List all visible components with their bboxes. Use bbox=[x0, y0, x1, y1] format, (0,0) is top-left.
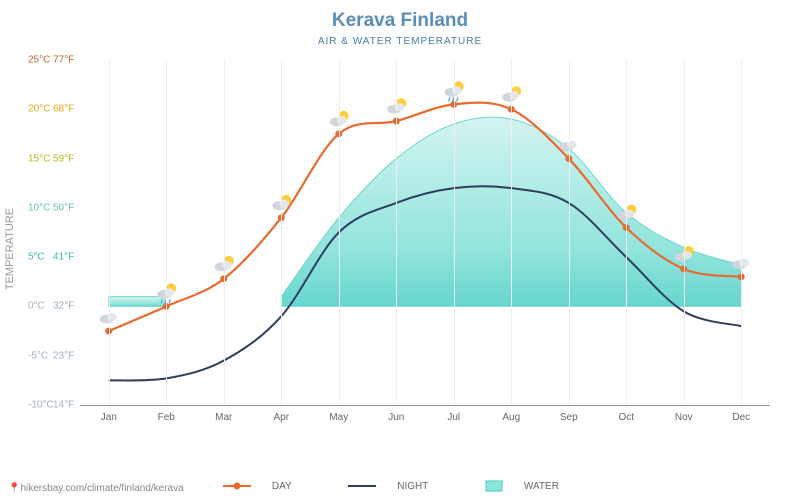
ytick-c: 0°C bbox=[28, 301, 45, 312]
ytick-f: 68°F bbox=[53, 104, 74, 115]
legend-night-icon bbox=[348, 481, 376, 491]
xtick: Aug bbox=[502, 412, 520, 423]
chart-container: TEMPERATURE 25°C77°F20°C68°F15°C59°F10°C… bbox=[0, 52, 800, 446]
legend-day: DAY bbox=[223, 481, 312, 492]
x-gridline bbox=[224, 60, 225, 405]
ytick-c: 10°C bbox=[28, 202, 50, 213]
source-text: hikersbay.com/climate/finland/kerava bbox=[20, 483, 183, 494]
ytick-c: 25°C bbox=[28, 55, 50, 66]
xtick: Nov bbox=[675, 412, 693, 423]
ytick-f: 23°F bbox=[53, 350, 74, 361]
xtick: Sep bbox=[560, 412, 578, 423]
x-gridline bbox=[454, 60, 455, 405]
xtick: Jul bbox=[447, 412, 460, 423]
water-area bbox=[109, 297, 167, 307]
ytick-c: 15°C bbox=[28, 153, 50, 164]
legend-day-icon bbox=[223, 481, 251, 491]
source-link[interactable]: 📍hikersbay.com/climate/finland/kerava bbox=[8, 483, 184, 494]
legend-water-label: WATER bbox=[524, 481, 559, 492]
ytick-f: 77°F bbox=[53, 55, 74, 66]
ytick-f: 41°F bbox=[53, 252, 74, 263]
x-gridline bbox=[339, 60, 340, 405]
x-gridline bbox=[109, 60, 110, 405]
xtick: Dec bbox=[732, 412, 750, 423]
xtick: Apr bbox=[273, 412, 289, 423]
page-subtitle: AIR & WATER TEMPERATURE bbox=[0, 32, 800, 47]
x-gridline bbox=[741, 60, 742, 405]
y-axis-title: TEMPERATURE bbox=[4, 208, 16, 290]
ytick-f: 14°F bbox=[53, 400, 74, 411]
legend-night: NIGHT bbox=[348, 481, 449, 492]
x-gridline bbox=[281, 60, 282, 405]
ytick-f: 50°F bbox=[53, 202, 74, 213]
xtick: Jun bbox=[388, 412, 404, 423]
x-gridline bbox=[166, 60, 167, 405]
x-gridline bbox=[684, 60, 685, 405]
ytick-f: 59°F bbox=[53, 153, 74, 164]
xtick: Jan bbox=[101, 412, 117, 423]
x-gridline bbox=[396, 60, 397, 405]
ytick-f: 32°F bbox=[53, 301, 74, 312]
xtick: Oct bbox=[618, 412, 634, 423]
legend-water: WATER bbox=[485, 481, 577, 492]
legend-water-icon bbox=[485, 480, 503, 492]
xtick: May bbox=[329, 412, 348, 423]
legend-night-label: NIGHT bbox=[397, 481, 428, 492]
xtick: Mar bbox=[215, 412, 232, 423]
x-gridline bbox=[626, 60, 627, 405]
x-gridline bbox=[569, 60, 570, 405]
map-pin-icon: 📍 bbox=[8, 483, 20, 494]
xtick: Feb bbox=[158, 412, 175, 423]
page-title: Kerava Finland bbox=[0, 0, 800, 32]
chart-svg-layer bbox=[80, 60, 770, 405]
ytick-c: 20°C bbox=[28, 104, 50, 115]
ytick-c: -10°C bbox=[28, 400, 54, 411]
ytick-c: 5°C bbox=[28, 252, 45, 263]
plot-area: 25°C77°F20°C68°F15°C59°F10°C50°F5°C41°F0… bbox=[80, 60, 770, 406]
ytick-c: -5°C bbox=[28, 350, 48, 361]
x-gridline bbox=[511, 60, 512, 405]
legend-day-label: DAY bbox=[272, 481, 292, 492]
